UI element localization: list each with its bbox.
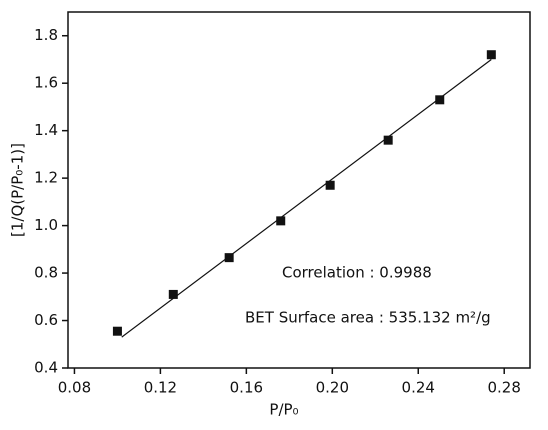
x-tick-label: 0.24 [402,379,435,397]
y-tick-label: 0.8 [34,264,58,282]
x-tick-label: 0.20 [316,379,349,397]
data-point [486,50,496,60]
x-tick-label: 0.08 [58,379,91,397]
y-tick-label: 1.8 [34,26,58,44]
data-point [168,289,178,299]
x-tick-label: 0.28 [488,379,521,397]
x-axis-label: P/P₀ [269,401,298,419]
data-point [383,135,393,145]
annotation: BET Surface area : 535.132 m²/g [245,309,491,327]
data-point [276,216,286,226]
y-tick-label: 1.4 [34,121,58,139]
x-tick-label: 0.16 [230,379,263,397]
y-tick-label: 1.6 [34,74,58,92]
annotation: Correlation : 0.9988 [282,264,432,282]
y-tick-label: 1.0 [34,216,58,234]
data-point [112,326,122,336]
x-tick-label: 0.12 [144,379,177,397]
fit-line [121,58,492,338]
data-point [435,95,445,105]
y-tick-label: 1.2 [34,169,58,187]
y-axis-label: [1/Q(P/P₀-1)] [9,143,27,237]
plot-frame [67,11,531,369]
data-point [325,180,335,190]
data-point [224,253,234,263]
y-tick-label: 0.4 [34,359,58,377]
y-tick-label: 0.6 [34,311,58,329]
